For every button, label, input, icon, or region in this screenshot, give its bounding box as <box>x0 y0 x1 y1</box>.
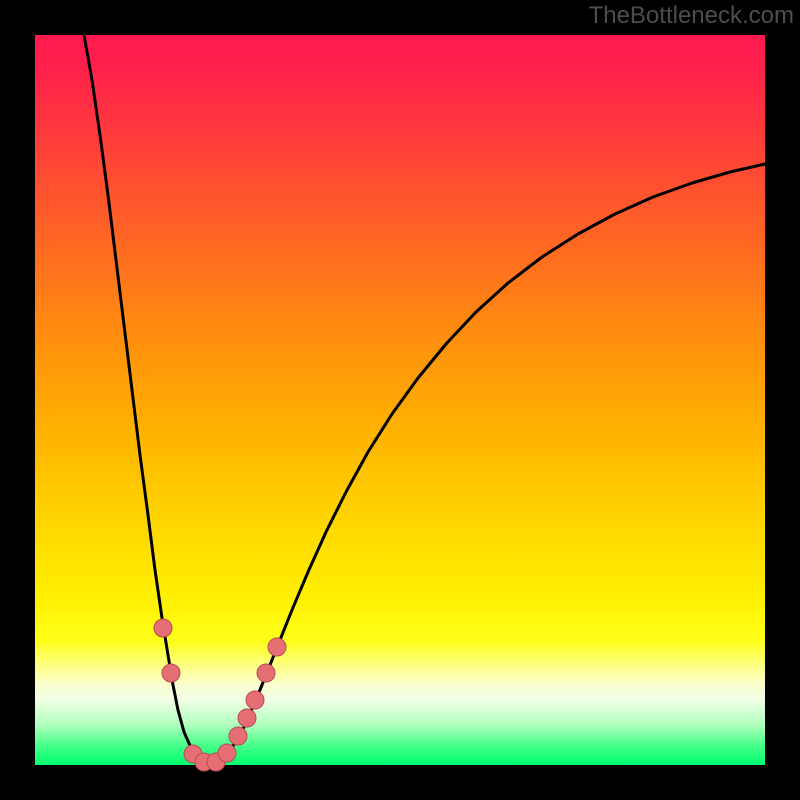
marker-point <box>162 664 180 682</box>
marker-point <box>229 727 247 745</box>
marker-point <box>238 709 256 727</box>
chart-svg <box>0 0 800 800</box>
marker-point <box>154 619 172 637</box>
watermark-text: TheBottleneck.com <box>589 2 794 30</box>
marker-point <box>257 664 275 682</box>
marker-point <box>246 691 264 709</box>
marker-point <box>268 638 286 656</box>
chart-root: TheBottleneck.com <box>0 0 800 800</box>
plot-background <box>35 35 765 765</box>
marker-point <box>218 744 236 762</box>
chart-canvas-wrap <box>0 0 800 800</box>
